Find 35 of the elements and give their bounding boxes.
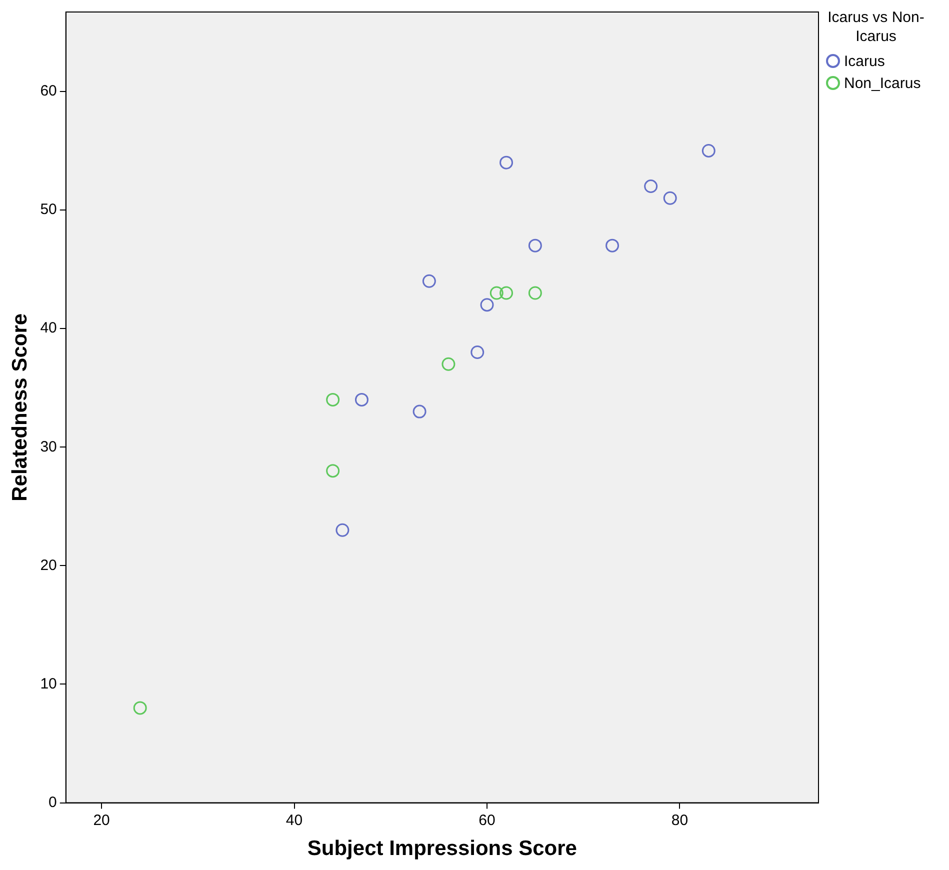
x-tick-label: 60 xyxy=(478,812,496,829)
y-tick-label: 50 xyxy=(40,201,57,218)
point xyxy=(480,298,494,312)
point xyxy=(326,392,340,406)
point xyxy=(606,238,620,252)
point xyxy=(133,701,147,715)
x-tick-label: 40 xyxy=(286,812,303,829)
point xyxy=(470,346,484,360)
y-tick-label: 30 xyxy=(40,438,57,456)
point xyxy=(442,357,456,371)
point xyxy=(500,286,514,300)
y-tick-label: 20 xyxy=(40,556,57,574)
point xyxy=(644,180,658,194)
y-tick-label: 60 xyxy=(40,82,57,100)
legend-label: Non_Icarus xyxy=(844,74,921,92)
point xyxy=(422,274,436,288)
point xyxy=(326,464,340,478)
y-axis-title: Relatedness Score xyxy=(8,313,32,502)
legend-label: Icarus xyxy=(844,52,885,70)
point xyxy=(336,523,350,537)
point xyxy=(500,156,514,170)
legend-title: Icarus vs Non-Icarus xyxy=(826,8,926,46)
x-tick-label: 20 xyxy=(93,812,110,829)
y-tick-label: 0 xyxy=(48,794,57,811)
point xyxy=(702,144,716,158)
point xyxy=(490,286,504,300)
point xyxy=(663,191,677,205)
y-tick-label: 40 xyxy=(40,320,57,337)
point xyxy=(528,286,542,300)
x-axis-title: Subject Impressions Score xyxy=(307,837,577,860)
x-tick-label: 80 xyxy=(671,812,688,829)
point xyxy=(354,392,368,406)
y-tick-label: 10 xyxy=(40,675,57,692)
point xyxy=(528,238,542,252)
point xyxy=(412,404,426,418)
